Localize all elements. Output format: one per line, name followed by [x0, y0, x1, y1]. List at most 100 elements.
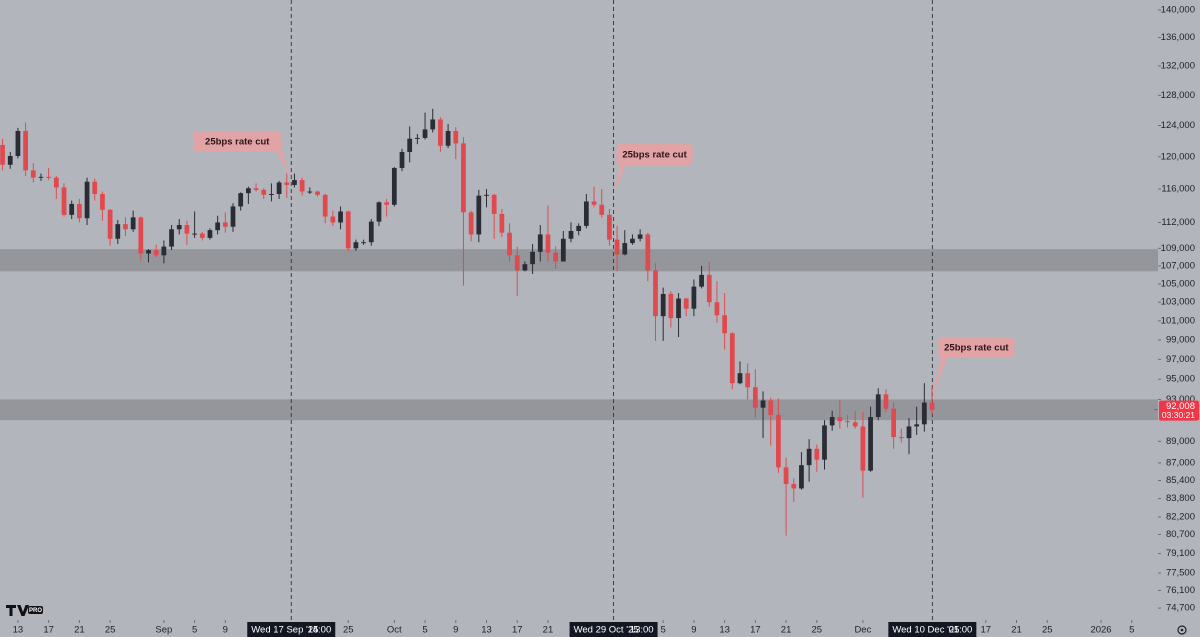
- time-label: 01:00: [949, 625, 973, 636]
- y-tick-label: 124,000: [1161, 120, 1195, 131]
- date-label: Wed 10 Dec '25: [892, 625, 959, 636]
- candle-body: [53, 177, 59, 188]
- y-tick-label: 87,000: [1166, 457, 1195, 468]
- candle-body: [514, 255, 520, 271]
- y-tick-label: 107,000: [1161, 260, 1195, 271]
- candle-body: [530, 251, 535, 265]
- candle-body: [714, 302, 720, 316]
- candle-body: [875, 394, 881, 418]
- callout-box: [616, 144, 693, 165]
- y-tick-label: 93,000: [1166, 394, 1195, 405]
- candle-body: [269, 193, 274, 195]
- candle-body: [591, 201, 597, 205]
- y-tick-label: 116,000: [1161, 184, 1195, 195]
- candle-body: [522, 264, 528, 271]
- x-tick-label: 13: [481, 625, 492, 636]
- x-tick-label: 21: [74, 625, 85, 636]
- last-price-label: 92,008: [1166, 401, 1195, 412]
- callout-tail: [613, 162, 627, 196]
- x-tick-label: 9: [691, 625, 696, 636]
- candle-body: [15, 130, 21, 156]
- candle-body: [822, 425, 827, 460]
- candle-body: [468, 212, 474, 235]
- candle-body: [791, 483, 797, 489]
- candle-body: [499, 213, 505, 233]
- candle-body: [891, 408, 897, 438]
- y-tick-label: 85,400: [1166, 475, 1195, 486]
- x-tick-label: 17: [512, 625, 523, 636]
- candle-body: [107, 209, 113, 239]
- y-tick-label: 95,000: [1166, 374, 1195, 385]
- callout-text: 25bps rate cut: [205, 137, 270, 148]
- candle-body: [438, 119, 443, 146]
- candle-body: [253, 188, 259, 190]
- y-tick-label: 120,000: [1161, 151, 1195, 162]
- date-label: Wed 17 Sep '25: [251, 625, 318, 636]
- candle-body: [852, 422, 858, 427]
- candle-body: [576, 225, 582, 232]
- candle-body: [376, 202, 382, 222]
- y-tick-label: 128,000: [1161, 90, 1195, 101]
- candle-body: [906, 426, 912, 439]
- candle-body: [414, 137, 420, 139]
- support-zone: [0, 249, 1158, 272]
- candle-body: [691, 286, 697, 309]
- candle-body: [568, 231, 574, 239]
- candle-body: [184, 225, 190, 234]
- x-tick-label: 21: [543, 625, 554, 636]
- time-label: 14:00: [307, 625, 331, 636]
- x-tick-label: 21: [781, 625, 792, 636]
- y-tick-label: 76,100: [1166, 585, 1195, 596]
- candle-body: [368, 221, 374, 243]
- candle-body: [545, 234, 551, 253]
- candle-body: [115, 224, 121, 239]
- x-tick-label: 17: [43, 625, 54, 636]
- candle-body: [230, 206, 236, 227]
- candle-body: [699, 274, 704, 287]
- candle-body: [276, 182, 282, 194]
- candle-body: [622, 243, 628, 255]
- candle-body: [507, 232, 512, 256]
- x-tick-label: 5: [422, 625, 427, 636]
- settings-gear-center[interactable]: [1180, 628, 1184, 632]
- candle-body: [914, 424, 920, 427]
- candle-body: [330, 216, 336, 223]
- date-label: Wed 29 Oct '25: [574, 625, 639, 636]
- x-tick-label: 25: [812, 625, 823, 636]
- x-tick-label: 21: [1011, 625, 1022, 636]
- candle-body: [752, 387, 758, 408]
- x-tick-label: Dec: [854, 625, 871, 636]
- candle-body: [0, 144, 5, 165]
- candle-body: [46, 176, 52, 178]
- x-tick-label: 2026: [1090, 625, 1111, 636]
- support-zone: [0, 399, 1158, 421]
- candle-body: [153, 250, 159, 256]
- candle-body: [776, 414, 781, 468]
- y-tick-label: 105,000: [1161, 278, 1195, 289]
- y-tick-label: 82,200: [1166, 511, 1195, 522]
- candle-body: [729, 333, 735, 384]
- settings-icon[interactable]: [1177, 625, 1187, 635]
- y-tick-label: 136,000: [1161, 32, 1195, 43]
- y-tick-label: 89,000: [1166, 436, 1195, 447]
- candle-body: [169, 229, 174, 247]
- candle-body: [338, 211, 343, 223]
- countdown-label: 03:30:21: [1162, 410, 1195, 420]
- candle-body: [860, 426, 866, 471]
- y-tick-label: 101,000: [1161, 315, 1195, 326]
- date-label-bg: [569, 622, 658, 637]
- settings-gear[interactable]: [1177, 625, 1187, 635]
- candle-body: [322, 194, 328, 217]
- candle-body: [238, 193, 244, 207]
- candle-body: [407, 138, 413, 153]
- x-tick-label: 5: [192, 625, 197, 636]
- x-tick-label: Oct: [387, 625, 402, 636]
- candle-body: [30, 170, 36, 178]
- candle-body: [100, 193, 105, 210]
- x-tick-label: 5: [661, 625, 666, 636]
- time-label: 13:00: [630, 625, 654, 636]
- candle-body: [783, 467, 789, 484]
- candle-body: [445, 130, 451, 146]
- logo-badge: PRO: [29, 608, 42, 614]
- candle-body: [537, 234, 543, 252]
